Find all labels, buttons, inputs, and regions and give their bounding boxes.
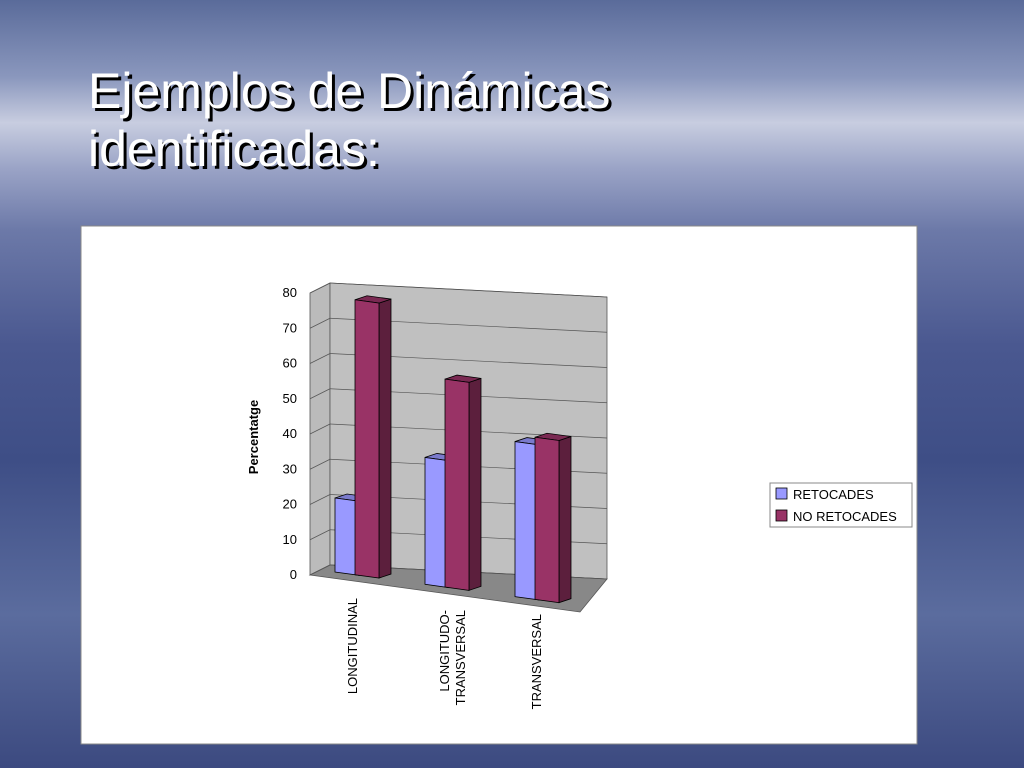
bar-front xyxy=(444,378,470,591)
legend-label: RETOCADES xyxy=(793,487,874,502)
bar xyxy=(354,295,392,579)
x-tick-label-line: TRANSVERSAL xyxy=(453,610,468,705)
y-tick-label: 30 xyxy=(283,461,297,476)
slide-title: Ejemplos de Dinámicas identificadas: xyxy=(88,63,611,177)
x-tick-label-line: LONGITUDO- xyxy=(437,610,452,692)
grid-line xyxy=(309,494,331,505)
y-tick-label: 60 xyxy=(283,356,297,371)
legend-swatch xyxy=(775,487,788,500)
y-tick-label: 0 xyxy=(290,567,297,582)
bar-side xyxy=(558,435,572,604)
grid-line xyxy=(309,317,331,329)
grid-line xyxy=(309,529,331,541)
x-tick-label: LONGITUDO-TRANSVERSAL xyxy=(437,610,468,705)
y-tick-label: 10 xyxy=(283,532,297,547)
grid-line xyxy=(309,282,331,294)
grid-line xyxy=(309,388,331,400)
grid-line xyxy=(329,282,608,298)
bar-front xyxy=(534,436,560,604)
bar xyxy=(444,374,482,591)
y-tick-label: 80 xyxy=(283,285,297,300)
legend-label: NO RETOCADES xyxy=(793,509,897,524)
x-tick-label: LONGITUDINAL xyxy=(345,598,360,694)
y-tick-label: 70 xyxy=(283,320,297,335)
y-tick-label: 20 xyxy=(283,497,297,512)
bar-side xyxy=(468,377,482,591)
bar xyxy=(534,432,572,604)
grid-line xyxy=(309,423,331,435)
legend-swatch xyxy=(775,509,788,522)
y-tick-label: 40 xyxy=(283,426,297,441)
bar-side xyxy=(378,298,392,579)
legend xyxy=(769,482,913,528)
grid-line xyxy=(309,458,331,470)
y-axis-label: Percentatge xyxy=(246,400,261,474)
y-tick-label: 50 xyxy=(283,391,297,406)
grid-line xyxy=(309,353,331,364)
grid-line xyxy=(309,564,331,576)
x-tick-label: TRANSVERSAL xyxy=(529,614,544,709)
bar-front xyxy=(354,299,380,579)
